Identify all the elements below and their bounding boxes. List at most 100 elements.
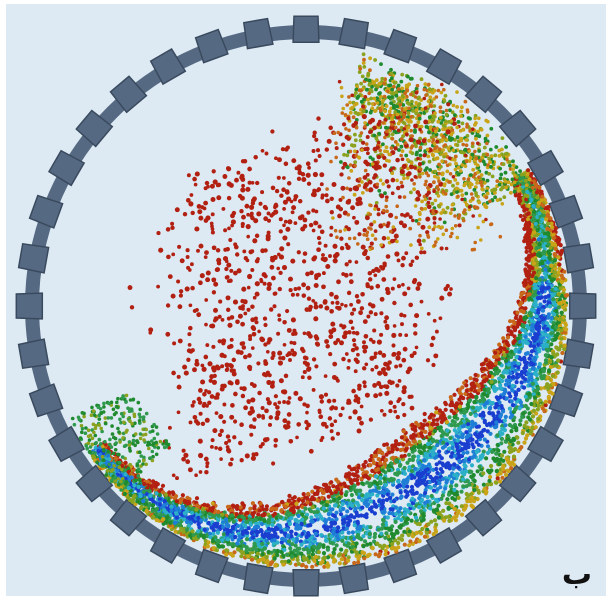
particle (339, 491, 344, 496)
particle (441, 508, 446, 513)
particle (240, 530, 245, 535)
particle (448, 484, 453, 489)
particle (481, 471, 486, 476)
particle (476, 434, 482, 439)
particle (466, 422, 471, 427)
particle (189, 510, 195, 516)
particle (406, 532, 411, 538)
particle (468, 411, 473, 416)
particle (346, 558, 351, 563)
particle (423, 482, 428, 487)
particle (403, 489, 408, 494)
particle (252, 506, 257, 511)
particle (410, 422, 415, 427)
particle (386, 446, 391, 451)
particle (529, 372, 534, 377)
particle (546, 293, 551, 298)
particle (201, 535, 207, 540)
particle (465, 479, 470, 484)
particle (137, 477, 142, 482)
particle (362, 556, 367, 561)
particle (205, 544, 210, 549)
particle (452, 462, 457, 467)
particle (340, 530, 345, 535)
particle (443, 407, 448, 412)
particle (542, 255, 547, 260)
particle (310, 519, 315, 524)
particle (126, 495, 131, 500)
particle (345, 515, 350, 520)
particle (329, 480, 334, 485)
particle (508, 371, 513, 376)
particle (425, 494, 430, 500)
particle (527, 296, 532, 301)
particle (557, 347, 562, 352)
particle (547, 399, 552, 404)
particle (428, 485, 434, 490)
particle (424, 530, 429, 535)
particle (238, 505, 243, 510)
particle (387, 510, 392, 516)
particle (561, 287, 567, 292)
particle (280, 499, 285, 505)
drum-lifter (498, 109, 537, 148)
drum-lifter (28, 194, 64, 229)
particle (527, 417, 533, 422)
particle (296, 497, 302, 502)
particle (498, 345, 504, 350)
particle (250, 512, 255, 517)
particle (494, 420, 499, 425)
particle (528, 281, 533, 286)
particle (258, 516, 263, 522)
particle (279, 529, 284, 534)
particle (225, 504, 231, 509)
particle (336, 553, 341, 558)
particle (355, 534, 360, 539)
particle (319, 488, 324, 493)
particle (461, 477, 466, 482)
particle (422, 418, 427, 423)
particle (272, 511, 278, 516)
particle (447, 446, 452, 451)
particle (487, 478, 492, 483)
particle (452, 487, 457, 492)
particle (262, 518, 267, 524)
particle (522, 226, 527, 231)
particle (332, 497, 337, 502)
particle (169, 504, 174, 509)
particle (504, 472, 509, 477)
particle (236, 547, 241, 552)
particle (524, 232, 530, 237)
particle (484, 456, 489, 461)
particle (520, 327, 525, 333)
drum-lifter (292, 568, 320, 597)
particle (548, 216, 553, 221)
particle (405, 460, 410, 465)
particle (244, 519, 249, 524)
particle (337, 496, 342, 501)
particle (435, 422, 440, 427)
particle (495, 433, 500, 438)
drum-lifter (464, 75, 503, 114)
particle (397, 463, 403, 468)
particle (459, 512, 465, 517)
particle (428, 425, 433, 431)
particle (476, 488, 481, 493)
particle (368, 541, 373, 547)
particle (411, 432, 416, 437)
particle (504, 456, 509, 461)
drum-lifter (425, 526, 463, 565)
particle (551, 320, 556, 326)
particle (392, 499, 397, 504)
particle (522, 358, 527, 363)
particle (541, 321, 546, 326)
particle (216, 543, 221, 549)
particle (418, 498, 424, 504)
particle (364, 498, 370, 503)
particle (346, 520, 351, 526)
particle (312, 491, 317, 497)
particle (514, 391, 519, 396)
particle (447, 466, 452, 471)
particle (529, 349, 535, 354)
particle (334, 534, 340, 539)
